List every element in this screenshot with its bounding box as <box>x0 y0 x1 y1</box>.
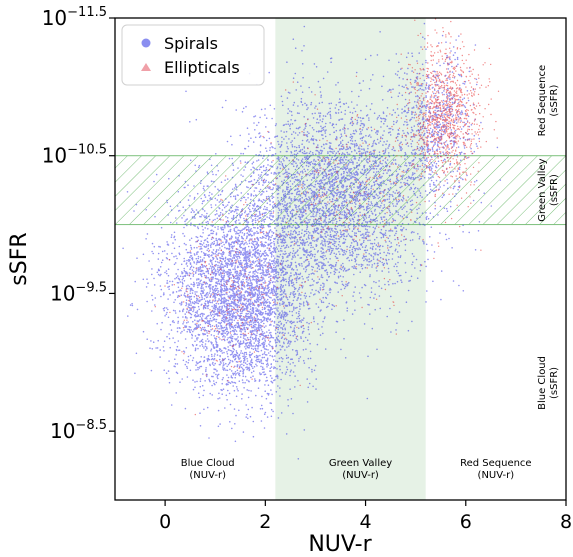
annotation-right-line: Green Valley <box>537 158 548 221</box>
legend: Spirals Ellipticals <box>121 24 265 86</box>
legend-spirals-marker <box>141 38 151 48</box>
annotation-bottom-line: (NUV-r) <box>478 470 515 481</box>
y-tick-label: 10−8.5 <box>50 418 107 443</box>
x-tick-label: 2 <box>259 511 271 533</box>
data-points <box>122 18 502 460</box>
annotation-right-line: (sSFR) <box>549 367 560 399</box>
annotation-right-line: (sSFR) <box>549 174 560 206</box>
series-spirals <box>122 22 502 460</box>
annotation-bottom-line: (NUV-r) <box>189 470 226 481</box>
y-tick-label: 10−9.5 <box>50 280 107 305</box>
region-annotations: Blue Cloud(NUV-r)Green Valley(NUV-r)Red … <box>181 65 560 481</box>
x-tick-label: 4 <box>360 511 372 533</box>
series-ellipticals <box>154 18 500 416</box>
annotation-bottom-line: Green Valley <box>329 458 392 469</box>
series-spirals-points <box>122 22 502 460</box>
x-tick-label: 6 <box>460 511 472 533</box>
legend-ellipticals-label: Ellipticals <box>164 58 240 77</box>
x-axis-label: NUV-r <box>308 532 372 557</box>
legend-box <box>121 24 265 86</box>
y-axis-ticks: 10−11.5 10−10.5 10−9.5 10−8.5 <box>42 5 115 443</box>
x-axis-ticks: 0 2 4 6 8 <box>159 500 572 533</box>
legend-ellipticals-marker <box>141 63 151 71</box>
green-valley-nuvr-band <box>275 18 426 500</box>
x-tick-label: 0 <box>159 511 171 533</box>
y-axis-label: sSFR <box>7 232 32 285</box>
series-ellipticals-points <box>154 18 500 416</box>
y-tick-label: 10−11.5 <box>42 5 107 30</box>
y-tick-label: 10−10.5 <box>42 143 107 168</box>
plot-frame <box>114 17 567 501</box>
x-tick-label: 8 <box>560 511 572 533</box>
legend-spirals-label: Spirals <box>164 34 218 53</box>
annotation-right-line: Blue Cloud <box>537 356 548 410</box>
annotation-right-line: Red Sequence <box>537 65 548 137</box>
annotation-bottom-line: Blue Cloud <box>181 458 235 469</box>
annotation-bottom-line: (NUV-r) <box>342 470 379 481</box>
annotation-right-line: (sSFR) <box>549 85 560 117</box>
annotation-bottom-line: Red Sequence <box>460 458 532 469</box>
